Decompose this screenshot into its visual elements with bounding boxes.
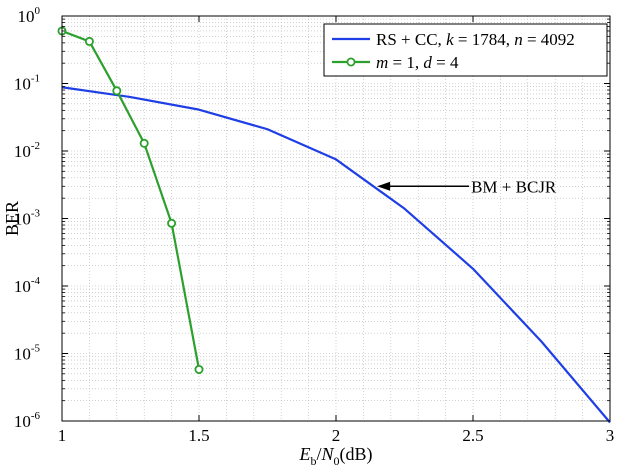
data-point [139,138,149,148]
x-tick-label: 1 [58,426,67,445]
data-point [194,364,204,374]
grid [62,16,610,421]
data-point [112,86,122,96]
x-tick-label: 3 [606,426,615,445]
x-axis-label: Eb/N0(dB) [298,444,372,468]
series-line-1 [61,29,201,370]
axis-ticks: 1 1.5 2 2.5 3 100 10-1 10-2 10-3 10-4 10-5 10-6 [14,5,614,445]
y-tick-label: 10-4 [14,275,41,296]
data-point [84,36,94,46]
plot-series [57,26,611,424]
data-point [167,218,177,228]
y-tick-label: 10-5 [14,343,41,364]
y-tick-label: 10-1 [14,73,40,94]
legend-box [323,23,608,77]
annotation-arrowhead [377,181,391,191]
series-line-0 [61,86,611,424]
x-tick-label: 1.5 [188,426,209,445]
legend-label-m1-d4: m = 1, d = 4 [376,53,459,72]
annotation-text: BM + BCJR [471,177,557,196]
y-tick-label: 100 [18,5,41,26]
x-tick-label: 2.5 [462,426,483,445]
legend-marker-m1-d4 [346,57,356,67]
y-tick-label: 10-6 [14,410,41,431]
y-tick-label: 10-2 [14,140,40,161]
legend: RS + CC, k = 1784, n = 4092 m = 1, d = 4 [323,23,608,77]
annotations: BM + BCJR [377,177,557,196]
x-tick-label: 2 [332,426,341,445]
legend-label-rs-cc: RS + CC, k = 1784, n = 4092 [376,30,575,49]
y-tick-label: 10-3 [14,208,41,229]
y-axis-label: BER [2,201,22,236]
